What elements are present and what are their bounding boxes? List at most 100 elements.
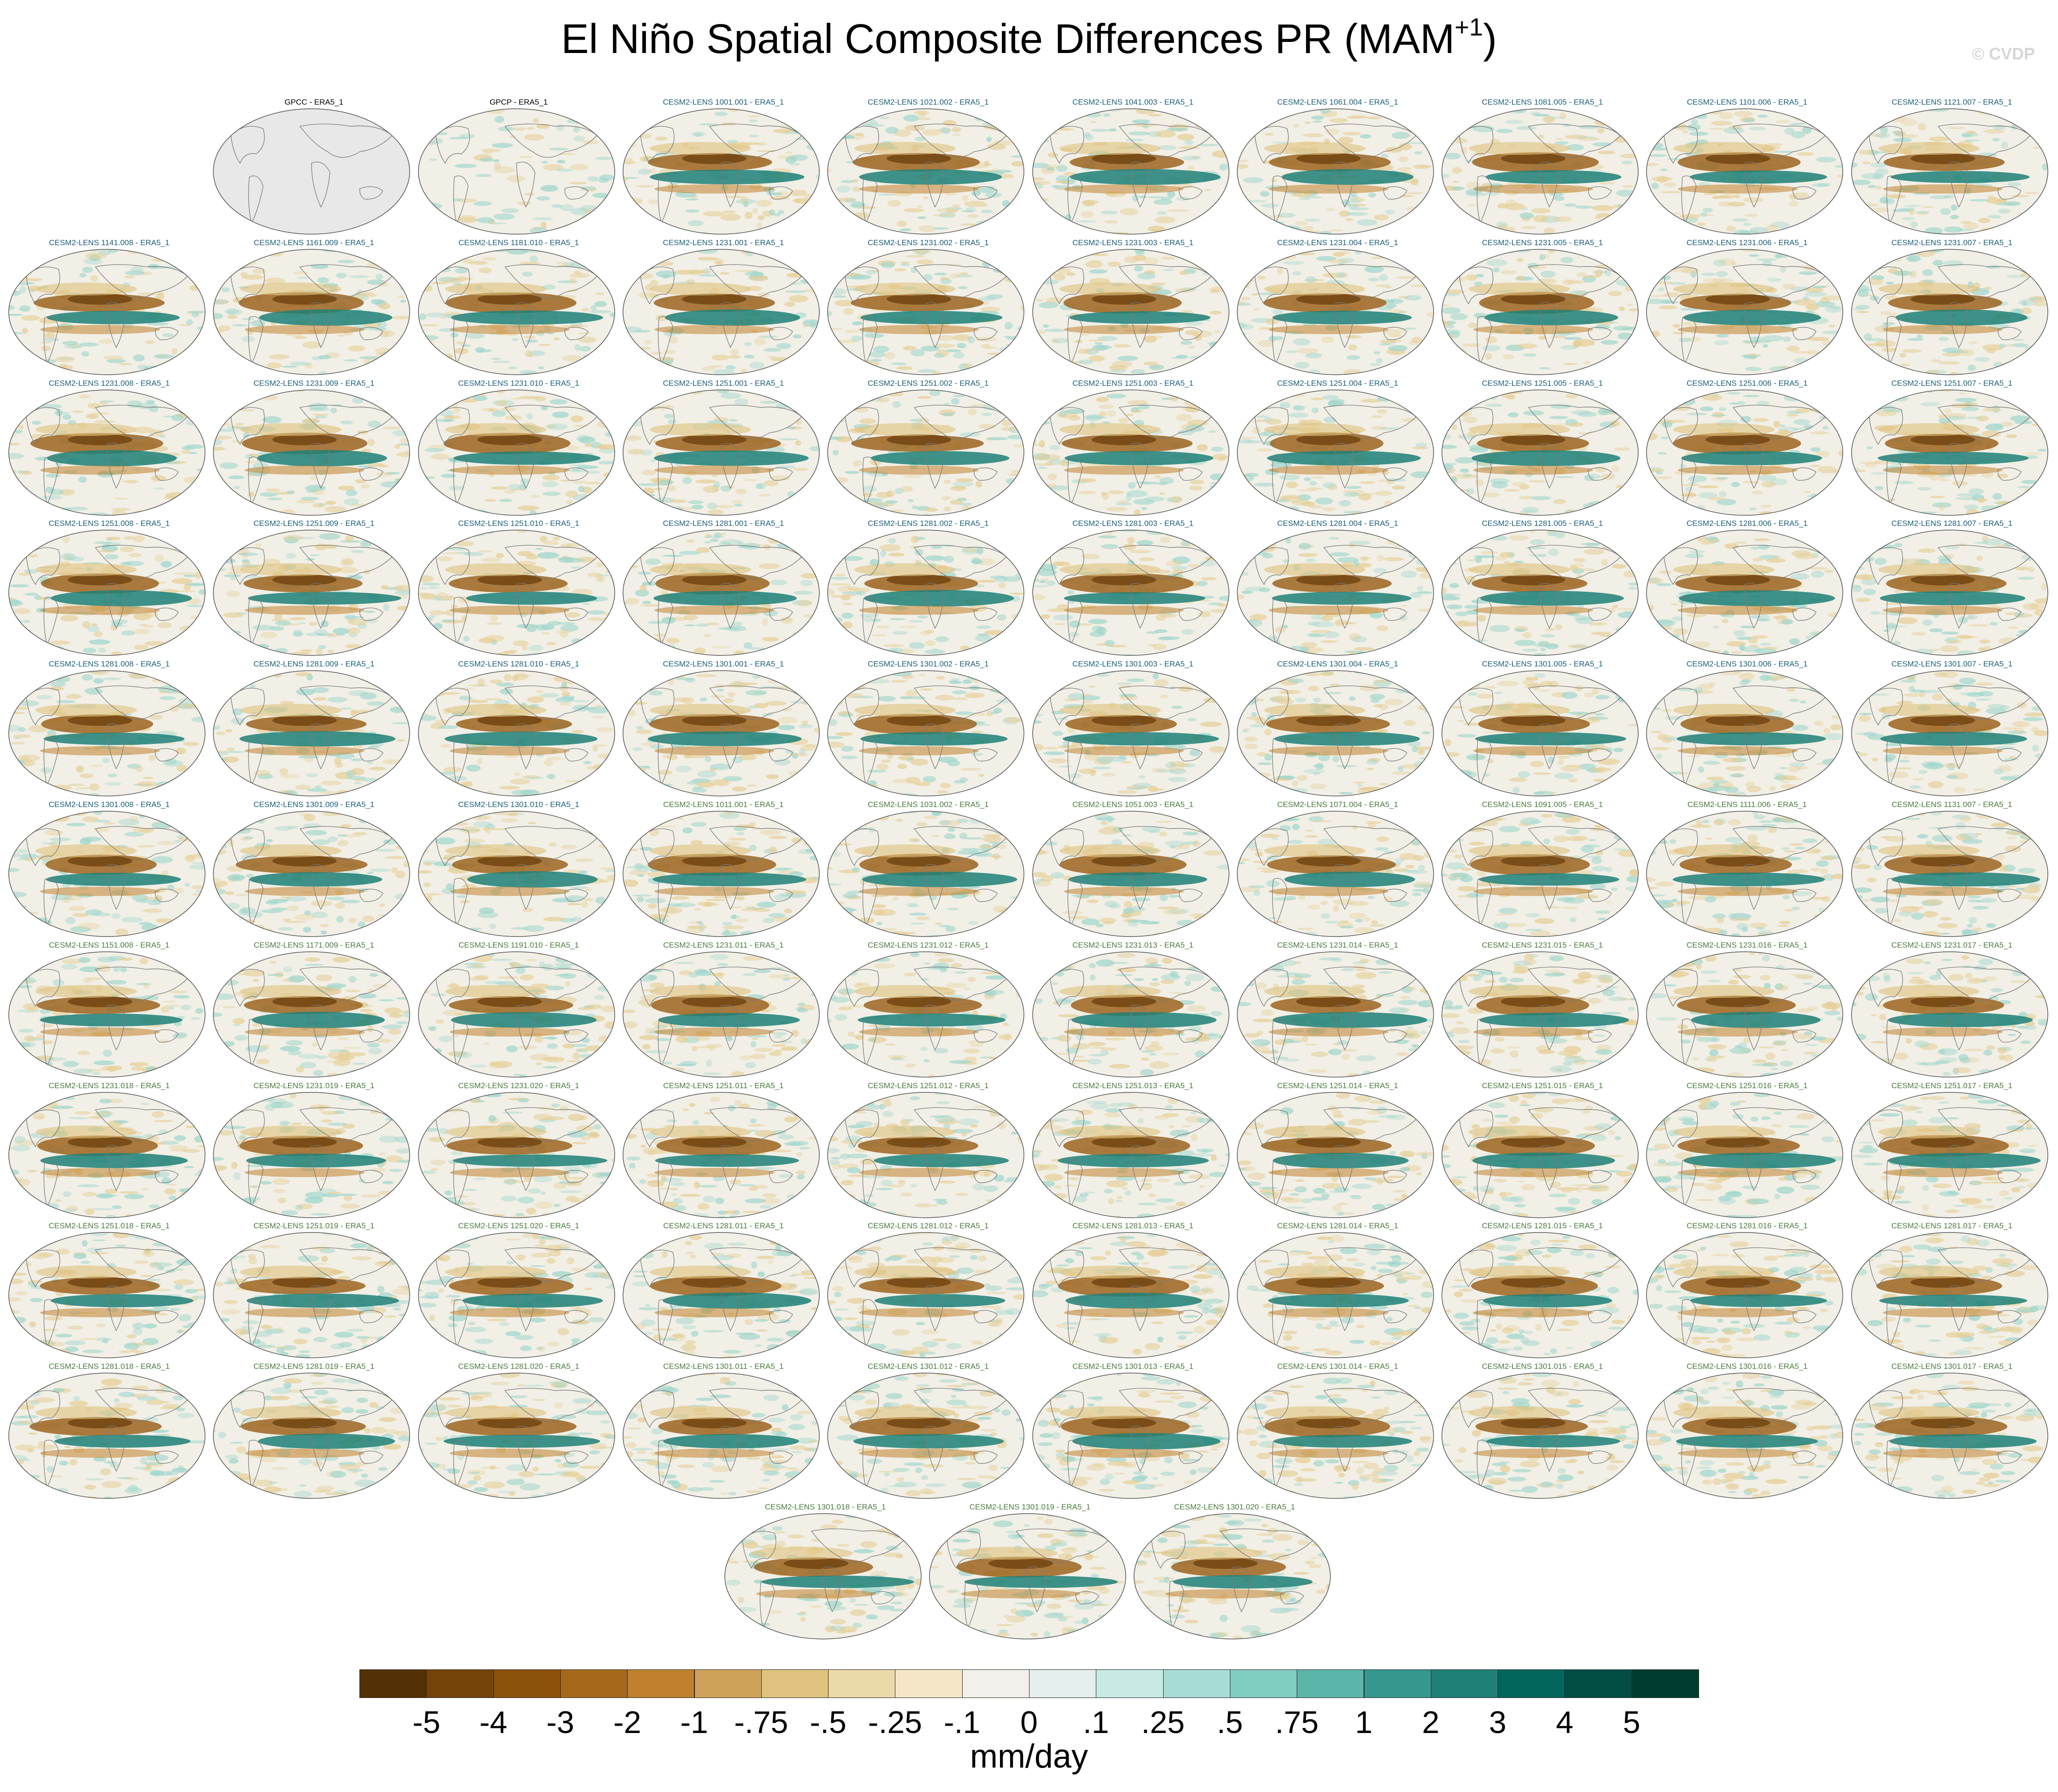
colorbar-tick-label: -.75 <box>734 1705 788 1740</box>
map-panel: CESM2-LENS 1301.017 - ERA5_1 <box>1851 1362 2053 1499</box>
map-panel: CESM2-LENS 1031.002 - ERA5_1 <box>827 800 1029 937</box>
map-panel-globe <box>417 530 615 656</box>
map-panel-globe <box>1237 108 1434 235</box>
map-panel: CESM2-LENS 1231.014 - ERA5_1 <box>1236 941 1439 1078</box>
map-panel-label: CESM2-LENS 1251.017 - ERA5_1 <box>1891 1081 2013 1090</box>
map-panel: CESM2-LENS 1001.001 - ERA5_1 <box>622 98 825 235</box>
map-panel: CESM2-LENS 1231.019 - ERA5_1 <box>212 1081 415 1219</box>
map-panel: CESM2-LENS 1301.006 - ERA5_1 <box>1646 660 1848 797</box>
colorbar-cell <box>694 1669 762 1698</box>
map-panel-label: CESM2-LENS 1251.007 - ERA5_1 <box>1891 378 2013 388</box>
map-panel-label: CESM2-LENS 1081.005 - ERA5_1 <box>1482 98 1603 106</box>
map-panel: CESM2-LENS 1231.012 - ERA5_1 <box>827 941 1029 1078</box>
map-panel: CESM2-LENS 1251.006 - ERA5_1 <box>1646 379 1848 516</box>
map-panel-globe <box>827 108 1024 235</box>
map-panel: CESM2-LENS 1081.005 - ERA5_1 <box>1441 98 1644 235</box>
colorbar-tick-label: -.25 <box>868 1705 922 1740</box>
map-panel: CESM2-LENS 1251.019 - ERA5_1 <box>212 1221 415 1359</box>
map-panel: CESM2-LENS 1231.001 - ERA5_1 <box>622 238 825 376</box>
colorbar-tick-label: -4 <box>479 1705 507 1740</box>
map-panel-label: CESM2-LENS 1231.004 - ERA5_1 <box>1277 238 1399 247</box>
map-panel: GPCC - ERA5_1 <box>212 98 415 235</box>
map-panel-globe <box>8 530 206 656</box>
map-panel: CESM2-LENS 1281.003 - ERA5_1 <box>1032 519 1235 656</box>
map-panel-label: GPCC - ERA5_1 <box>284 98 344 106</box>
map-panel-label: CESM2-LENS 1301.020 - ERA5_1 <box>1174 1503 1295 1511</box>
map-panel-globe <box>724 1513 922 1639</box>
map-panel-label: CESM2-LENS 1141.008 - ERA5_1 <box>49 238 170 247</box>
map-panel: CESM2-LENS 1251.007 - ERA5_1 <box>1851 379 2053 516</box>
map-panel-globe <box>1032 249 1229 375</box>
map-panel: CESM2-LENS 1301.007 - ERA5_1 <box>1851 660 2053 797</box>
map-panel: CESM2-LENS 1281.010 - ERA5_1 <box>417 660 620 797</box>
map-panel: CESM2-LENS 1121.007 - ERA5_1 <box>1851 98 2053 235</box>
map-panel: CESM2-LENS 1251.001 - ERA5_1 <box>622 379 825 516</box>
map-panel-globe <box>1032 108 1229 235</box>
map-panel-label: CESM2-LENS 1061.004 - ERA5_1 <box>1277 98 1399 106</box>
map-panel-label: CESM2-LENS 1301.002 - ERA5_1 <box>867 660 989 669</box>
map-panel: CESM2-LENS 1231.016 - ERA5_1 <box>1646 941 1848 1078</box>
map-panel-globe <box>417 1373 615 1499</box>
map-panel: CESM2-LENS 1281.009 - ERA5_1 <box>212 660 415 797</box>
map-panel: CESM2-LENS 1281.016 - ERA5_1 <box>1646 1221 1848 1359</box>
map-panel-globe <box>1032 1373 1229 1499</box>
map-panel-globe <box>213 1091 411 1218</box>
map-panel-label: CESM2-LENS 1301.007 - ERA5_1 <box>1891 660 2013 669</box>
map-panel: CESM2-LENS 1251.008 - ERA5_1 <box>8 519 211 656</box>
map-panel-label: CESM2-LENS 1281.013 - ERA5_1 <box>1072 1221 1194 1231</box>
map-panel-label: CESM2-LENS 1301.018 - ERA5_1 <box>764 1503 886 1511</box>
map-panel-globe <box>623 670 820 796</box>
map-panel-label: CESM2-LENS 1231.011 - ERA5_1 <box>663 940 784 949</box>
map-panel-label: CESM2-LENS 1281.007 - ERA5_1 <box>1891 519 2013 528</box>
map-panel-globe <box>1237 249 1434 375</box>
map-panel: CESM2-LENS 1251.018 - ERA5_1 <box>8 1221 211 1359</box>
map-panel: CESM2-LENS 1281.019 - ERA5_1 <box>212 1362 415 1499</box>
map-panel-label: CESM2-LENS 1231.006 - ERA5_1 <box>1687 238 1808 247</box>
map-panel-globe <box>1851 670 2048 796</box>
map-panel-label: CESM2-LENS 1161.009 - ERA5_1 <box>253 238 375 247</box>
map-panel: CESM2-LENS 1251.010 - ERA5_1 <box>417 519 620 656</box>
map-panel-globe <box>827 1373 1024 1499</box>
map-panel-label: CESM2-LENS 1301.015 - ERA5_1 <box>1482 1362 1603 1371</box>
map-panel-label: CESM2-LENS 1181.010 - ERA5_1 <box>458 238 579 247</box>
colorbar-cell <box>426 1669 494 1698</box>
map-panel-globe <box>1032 530 1229 656</box>
map-panel: CESM2-LENS 1251.013 - ERA5_1 <box>1032 1081 1235 1219</box>
map-panel-globe <box>417 389 615 516</box>
map-panel-globe <box>827 1091 1024 1218</box>
map-panel-globe <box>1237 951 1434 1078</box>
map-panel: CESM2-LENS 1231.018 - ERA5_1 <box>8 1081 211 1219</box>
map-panel-globe <box>1441 389 1639 516</box>
map-panel: CESM2-LENS 1301.009 - ERA5_1 <box>212 800 415 937</box>
map-panel-globe <box>8 249 206 375</box>
map-panel: CESM2-LENS 1281.004 - ERA5_1 <box>1236 519 1439 656</box>
map-panel: CESM2-LENS 1301.005 - ERA5_1 <box>1441 660 1644 797</box>
map-panel: CESM2-LENS 1021.002 - ERA5_1 <box>827 98 1029 235</box>
map-panel-label: CESM2-LENS 1251.011 - ERA5_1 <box>663 1081 784 1090</box>
map-panel-globe <box>213 1373 411 1499</box>
map-panel-globe <box>623 108 820 235</box>
map-panel-label: CESM2-LENS 1281.006 - ERA5_1 <box>1687 519 1808 528</box>
colorbar-cell <box>962 1669 1029 1698</box>
map-panel-globe <box>1237 1232 1434 1359</box>
map-panel-globe <box>929 1513 1126 1639</box>
map-panel-label: CESM2-LENS 1171.009 - ERA5_1 <box>253 940 375 949</box>
map-panel-globe <box>827 1232 1024 1359</box>
map-panel: CESM2-LENS 1061.004 - ERA5_1 <box>1236 98 1439 235</box>
map-panel-globe <box>213 670 411 796</box>
colorbar-cell <box>828 1669 896 1698</box>
map-panel-globe <box>417 811 615 937</box>
map-panel-label: CESM2-LENS 1231.019 - ERA5_1 <box>253 1081 375 1090</box>
map-panel-label: CESM2-LENS 1301.010 - ERA5_1 <box>458 800 579 809</box>
map-panel-label: CESM2-LENS 1231.017 - ERA5_1 <box>1891 940 2013 949</box>
map-panel-globe <box>1134 1513 1331 1639</box>
map-panel: CESM2-LENS 1101.006 - ERA5_1 <box>1646 98 1848 235</box>
map-panel-label: CESM2-LENS 1281.005 - ERA5_1 <box>1482 519 1603 528</box>
map-panel: CESM2-LENS 1281.011 - ERA5_1 <box>622 1221 825 1359</box>
map-panel: CESM2-LENS 1301.018 - ERA5_1 <box>724 1503 927 1640</box>
map-panel: CESM2-LENS 1281.005 - ERA5_1 <box>1441 519 1644 656</box>
map-panel-globe <box>417 1232 615 1359</box>
map-panel: CESM2-LENS 1181.010 - ERA5_1 <box>417 238 620 376</box>
map-panel: CESM2-LENS 1281.014 - ERA5_1 <box>1236 1221 1439 1359</box>
map-panel: CESM2-LENS 1251.016 - ERA5_1 <box>1646 1081 1848 1219</box>
